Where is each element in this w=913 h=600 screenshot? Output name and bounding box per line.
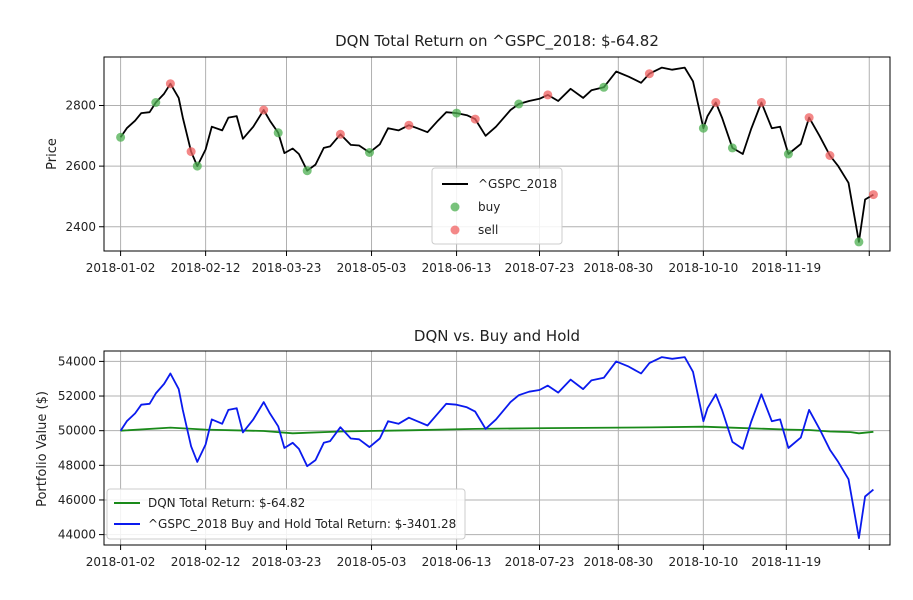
price-legend-label-buy: buy bbox=[478, 200, 500, 214]
portfolio-x-tick-label: 2018-07-23 bbox=[505, 555, 575, 569]
price-buy-marker bbox=[452, 108, 462, 118]
price-sell-marker bbox=[711, 98, 721, 107]
portfolio-y-tick-label: 44000 bbox=[58, 528, 96, 542]
price-x-tick-label: 2018-06-13 bbox=[422, 261, 492, 275]
price-buy-marker bbox=[365, 148, 374, 157]
price-sell-marker bbox=[335, 129, 345, 139]
portfolio-x-tick-label: 2018-08-30 bbox=[583, 555, 653, 569]
portfolio-chart-title: DQN vs. Buy and Hold bbox=[414, 327, 580, 345]
portfolio-chart: DQN vs. Buy and Hold 2018-01-02 2018-02-1… bbox=[35, 327, 891, 569]
price-buy-marker bbox=[302, 166, 312, 176]
portfolio-y-tick-label: 50000 bbox=[58, 424, 96, 438]
price-sell-marker bbox=[756, 98, 766, 107]
price-x-tick-label: 2018-07-23 bbox=[505, 261, 575, 275]
portfolio-x-tick-label: 2018-10-10 bbox=[668, 555, 738, 569]
price-sell-marker bbox=[804, 113, 814, 123]
price-series-line-0 bbox=[119, 66, 874, 243]
price-y-tick-label: 2600 bbox=[65, 159, 96, 173]
portfolio-x-tick-label: 2018-06-13 bbox=[422, 555, 492, 569]
price-sell-marker bbox=[543, 90, 553, 100]
price-legend: ^GSPC_2018 buy sell bbox=[431, 167, 563, 245]
portfolio-legend-label-buyhold: ^GSPC_2018 Buy and Hold Total Return: $-… bbox=[148, 517, 456, 531]
price-chart: DQN Total Return on ^GSPC_2018: $-64.82 … bbox=[45, 32, 891, 275]
price-markers bbox=[116, 69, 878, 247]
portfolio-legend-box bbox=[106, 488, 466, 540]
price-buy-marker bbox=[192, 161, 202, 171]
price-y-axis-label: Price bbox=[45, 138, 60, 170]
price-legend-label-sell: sell bbox=[478, 223, 498, 237]
portfolio-series-line-1 bbox=[119, 356, 874, 539]
price-x-tick-label: 2018-03-23 bbox=[252, 261, 322, 275]
portfolio-y-tick-label: 48000 bbox=[58, 458, 96, 472]
price-buy-marker bbox=[698, 123, 708, 133]
portfolio-x-tick-label: 2018-11-19 bbox=[751, 555, 821, 569]
price-buy-marker bbox=[273, 128, 283, 138]
portfolio-series bbox=[119, 356, 874, 539]
portfolio-x-ticks: 2018-01-02 2018-02-12 2018-03-23 2018-05-03… bbox=[86, 545, 870, 569]
price-sell-marker bbox=[868, 190, 878, 200]
price-buy-marker bbox=[514, 99, 524, 109]
price-buy-marker bbox=[854, 237, 864, 247]
price-plot-frame bbox=[103, 56, 891, 252]
portfolio-y-axis-label: Portfolio Value ($) bbox=[35, 391, 50, 507]
price-x-tick-label: 2018-10-10 bbox=[668, 261, 738, 275]
price-legend-label-price: ^GSPC_2018 bbox=[478, 177, 557, 191]
price-x-tick-label: 2018-11-19 bbox=[751, 261, 821, 275]
price-x-tick-label: 2018-02-12 bbox=[171, 261, 241, 275]
portfolio-y-tick-label: 54000 bbox=[58, 354, 96, 368]
price-legend-sell-swatch bbox=[450, 225, 460, 235]
price-sell-marker bbox=[259, 105, 269, 115]
price-buy-marker bbox=[727, 143, 737, 153]
price-buy-marker bbox=[116, 132, 126, 142]
portfolio-y-tick-label: 52000 bbox=[58, 389, 96, 403]
price-sell-marker bbox=[470, 114, 480, 124]
portfolio-legend: DQN Total Return: $-64.82 ^GSPC_2018 Buy… bbox=[106, 488, 466, 540]
portfolio-x-tick-label: 2018-02-12 bbox=[171, 555, 241, 569]
price-buy-marker bbox=[599, 82, 609, 92]
price-legend-box bbox=[431, 167, 563, 245]
price-series bbox=[119, 66, 874, 243]
price-x-ticks: 2018-01-02 2018-02-12 2018-03-23 2018-05-03… bbox=[86, 251, 870, 275]
portfolio-series-line-0 bbox=[120, 425, 874, 435]
price-buy-marker bbox=[783, 149, 793, 159]
price-sell-marker bbox=[186, 147, 196, 157]
price-legend-buy-swatch bbox=[450, 202, 460, 212]
portfolio-plot-frame bbox=[103, 350, 891, 546]
price-sell-marker bbox=[825, 151, 835, 160]
portfolio-x-tick-label: 2018-01-02 bbox=[86, 555, 156, 569]
price-x-tick-label: 2018-01-02 bbox=[86, 261, 156, 275]
price-x-tick-label: 2018-05-03 bbox=[337, 261, 407, 275]
portfolio-y-ticks: 44000 46000 48000 50000 52000 54000 bbox=[58, 354, 104, 542]
price-x-tick-label: 2018-08-30 bbox=[583, 261, 653, 275]
portfolio-x-tick-label: 2018-05-03 bbox=[337, 555, 407, 569]
portfolio-x-tick-label: 2018-03-23 bbox=[252, 555, 322, 569]
price-buy-marker bbox=[151, 98, 161, 107]
price-chart-title: DQN Total Return on ^GSPC_2018: $-64.82 bbox=[335, 32, 659, 51]
price-y-tick-label: 2400 bbox=[65, 220, 96, 234]
portfolio-y-tick-label: 46000 bbox=[58, 493, 96, 507]
price-sell-marker bbox=[165, 79, 175, 89]
price-sell-marker bbox=[644, 69, 654, 79]
price-sell-marker bbox=[404, 120, 414, 130]
price-y-tick-label: 2800 bbox=[65, 99, 96, 113]
portfolio-legend-label-dqn: DQN Total Return: $-64.82 bbox=[148, 496, 305, 510]
price-y-ticks: 2400 2600 2800 bbox=[65, 99, 104, 234]
